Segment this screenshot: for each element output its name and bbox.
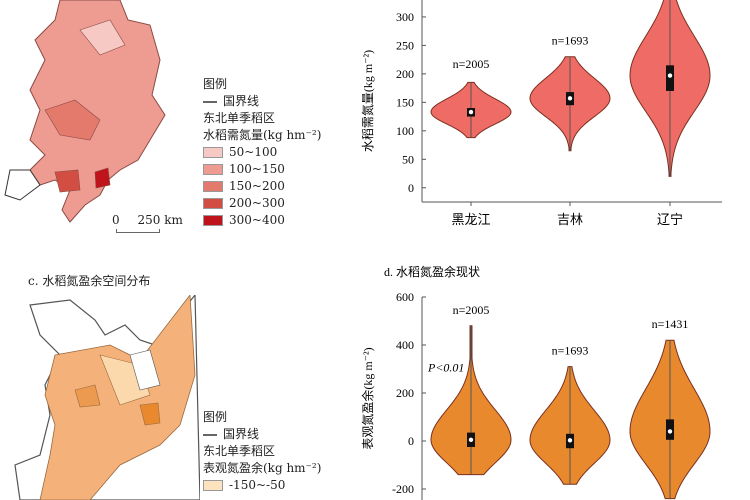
sample-size-label: n=1693 (552, 344, 589, 358)
variable-label: 水稻需氮量(kg hm⁻²) (203, 128, 322, 142)
legend-swatch (203, 215, 223, 226)
y-tick-label: 200 (396, 67, 414, 81)
legend-c: 图例 国界线 东北单季稻区 表观氮盈余(kg hm⁻²) -150~-50 (203, 409, 321, 494)
variable-label: 表观氮盈余(kg hm⁻²) (203, 461, 322, 475)
legend-class: -150~-50 (203, 477, 321, 494)
median-point (468, 437, 474, 442)
border-line-icon (203, 100, 217, 103)
violin-chart-nitrogen-demand: 0 50 100 150 200 250 300 水稻需氮量(kg m⁻²) n=2005 黑龙江… (360, 0, 722, 227)
sample-size-label: n=2005 (453, 57, 490, 71)
legend-class-label: 200~300 (229, 196, 285, 210)
y-tick-label: 100 (396, 124, 414, 138)
legend-class-label: -150~-50 (229, 478, 286, 492)
border-label: 国界线 (223, 94, 260, 108)
scale-label: 250 km (137, 213, 183, 227)
median-point (468, 109, 474, 115)
x-tick-label: 辽宁 (657, 212, 683, 227)
legend-class-label: 50~100 (229, 145, 278, 159)
legend-border: 国界线 (203, 426, 321, 443)
map-nitrogen-surplus (14, 295, 200, 500)
x-tick-label: 黑龙江 (451, 212, 490, 227)
border-label: 国界线 (223, 427, 260, 441)
legend-swatch (203, 147, 223, 158)
iqr-box (666, 65, 674, 91)
chart-title: d. 水稻氮盈余现状 (384, 264, 480, 279)
legend-border: 国界线 (203, 93, 321, 110)
legend-class: 300~400 (203, 212, 321, 229)
p-value-label: P<0.01 (427, 360, 464, 374)
legend-class: 150~200 (203, 178, 321, 195)
y-tick-label: 0 (408, 434, 414, 448)
legend-class-label: 100~150 (229, 162, 285, 176)
y-tick-label: 0 (408, 181, 414, 195)
x-tick-label: 吉林 (557, 212, 583, 227)
y-tick-label: 250 (396, 38, 414, 52)
scale-zero: 0 (112, 213, 120, 227)
scale-bar: 0 250 km (112, 212, 183, 233)
sample-size-label: n=1431 (652, 317, 689, 331)
y-tick-label: -200 (392, 482, 414, 496)
median-point (567, 438, 573, 443)
median-point (567, 96, 573, 101)
y-axis-label: 水稻需氮量(kg m⁻²) (360, 50, 375, 152)
y-tick-label: 600 (396, 290, 414, 304)
violin-chart-nitrogen-surplus: d. 水稻氮盈余现状 -200 0 200 400 600 表观氮盈余(kg m⁻²) n=2… (360, 264, 711, 500)
median-point (667, 73, 673, 78)
legend-class-label: 150~200 (229, 179, 285, 193)
legend-title: 图例 (203, 410, 228, 424)
map-nitrogen-demand (4, 0, 166, 223)
y-axis-label: 表观氮盈余(kg m⁻²) (360, 347, 375, 449)
legend-title: 图例 (203, 77, 228, 91)
sample-size-label: n=2005 (453, 303, 490, 317)
median-point (667, 429, 673, 434)
legend-swatch (203, 181, 223, 192)
region-label: 东北单季稻区 (203, 444, 276, 458)
legend-class: 50~100 (203, 144, 321, 161)
legend-swatch (203, 198, 223, 209)
border-line-icon (203, 433, 217, 436)
y-tick-label: 300 (396, 10, 414, 24)
y-tick-label: 400 (396, 338, 414, 352)
legend-swatch (203, 480, 223, 491)
region-label: 东北单季稻区 (203, 111, 276, 125)
legend-class: 200~300 (203, 195, 321, 212)
sample-size-label: n=1693 (552, 33, 589, 47)
legend-a: 图例 国界线 东北单季稻区 水稻需氮量(kg hm⁻²) 50~100 100~1… (203, 76, 321, 229)
y-tick-label: 200 (396, 386, 414, 400)
legend-class-label: 300~400 (229, 213, 285, 227)
panel-c-title: c. 水稻氮盈余空间分布 (28, 274, 151, 288)
y-tick-label: 50 (402, 152, 414, 166)
y-tick-label: 150 (396, 95, 414, 109)
legend-swatch (203, 164, 223, 175)
legend-class: 100~150 (203, 161, 321, 178)
